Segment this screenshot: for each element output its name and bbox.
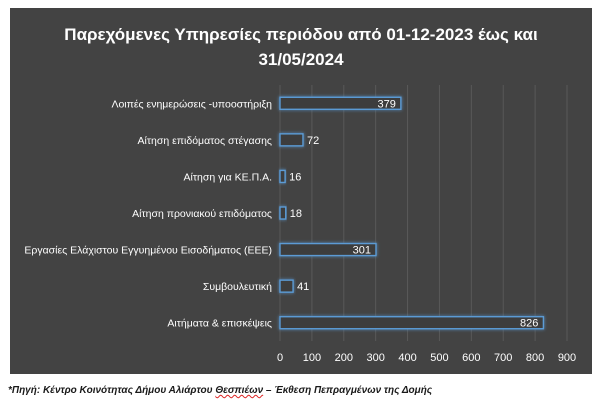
x-axis-ticks: 0 100 200 300 400 500 600 700 800 900 xyxy=(277,352,576,364)
bar-value-label: 379 xyxy=(377,98,395,110)
bar xyxy=(279,96,402,110)
category-labels: Λοιπές ενημερώσεις -υποοστήριξη Αίτηση επ… xyxy=(24,98,272,329)
bar-value-label: 301 xyxy=(353,245,371,257)
x-tick-label: 600 xyxy=(462,352,480,364)
category-label: Αίτηση για ΚΕ.Π.Α. xyxy=(184,171,272,183)
bar-value-label: 16 xyxy=(289,171,301,183)
x-tick-label: 500 xyxy=(430,352,448,364)
x-tick-label: 0 xyxy=(277,352,283,364)
chart-title-line-1: Παρεχόμενες Υπηρεσίες περιόδου από 01-12… xyxy=(64,25,538,44)
bar xyxy=(279,169,286,184)
x-tick-label: 700 xyxy=(494,352,512,364)
bar-value-label: 72 xyxy=(307,135,319,147)
x-tick-label: 100 xyxy=(303,352,321,364)
bars: 379 72 16 18 301 41 826 xyxy=(279,96,545,330)
bar xyxy=(279,242,377,257)
x-tick-label: 400 xyxy=(398,352,416,364)
bar xyxy=(279,316,545,330)
category-label: Εργασίες Ελάχιστου Εγγυημένου Εισοδήματο… xyxy=(24,245,272,257)
bar-value-label: 826 xyxy=(520,318,538,330)
bar xyxy=(279,133,304,147)
source-note-suffix: – Έκθεση Πεπραγμένων της Δομής xyxy=(263,385,433,396)
x-tick-label: 900 xyxy=(558,352,576,364)
source-note-prefix: *Πηγή: Κέντρο Κοινότητας Δήμου Αλιάρτου xyxy=(8,385,216,396)
category-label: Αίτηση προνιακού επιδόματος xyxy=(132,208,272,220)
gridlines xyxy=(279,85,568,341)
bar-value-label: 41 xyxy=(297,281,309,293)
bar-chart: 379 72 16 18 301 41 826 Λοιπές ενημερώσεις -υπ… xyxy=(24,85,576,364)
chart-title-line-2: 31/05/2024 xyxy=(258,50,344,69)
category-label: Λοιπές ενημερώσεις -υποοστήριξη xyxy=(111,98,272,110)
x-tick-label: 800 xyxy=(526,352,544,364)
x-tick-label: 200 xyxy=(335,352,353,364)
bar xyxy=(279,279,294,293)
bar xyxy=(279,206,287,220)
category-label: Συμβουλευτική xyxy=(203,281,272,293)
category-label: Αίτηση επιδόματος στέγασης xyxy=(138,135,272,147)
bar-value-label: 18 xyxy=(290,208,302,220)
chart-panel: Παρεχόμενες Υπηρεσίες περιόδου από 01-12… xyxy=(10,8,592,374)
x-tick-label: 300 xyxy=(366,352,384,364)
source-note: *Πηγή: Κέντρο Κοινότητας Δήμου Αλιάρτου … xyxy=(8,385,432,396)
source-note-underlined: Θεσπιέων xyxy=(215,385,264,396)
category-label: Αιτήματα & επισκέψεις xyxy=(167,318,272,330)
chart-title: Παρεχόμενες Υπηρεσίες περιόδου από 01-12… xyxy=(10,22,592,72)
